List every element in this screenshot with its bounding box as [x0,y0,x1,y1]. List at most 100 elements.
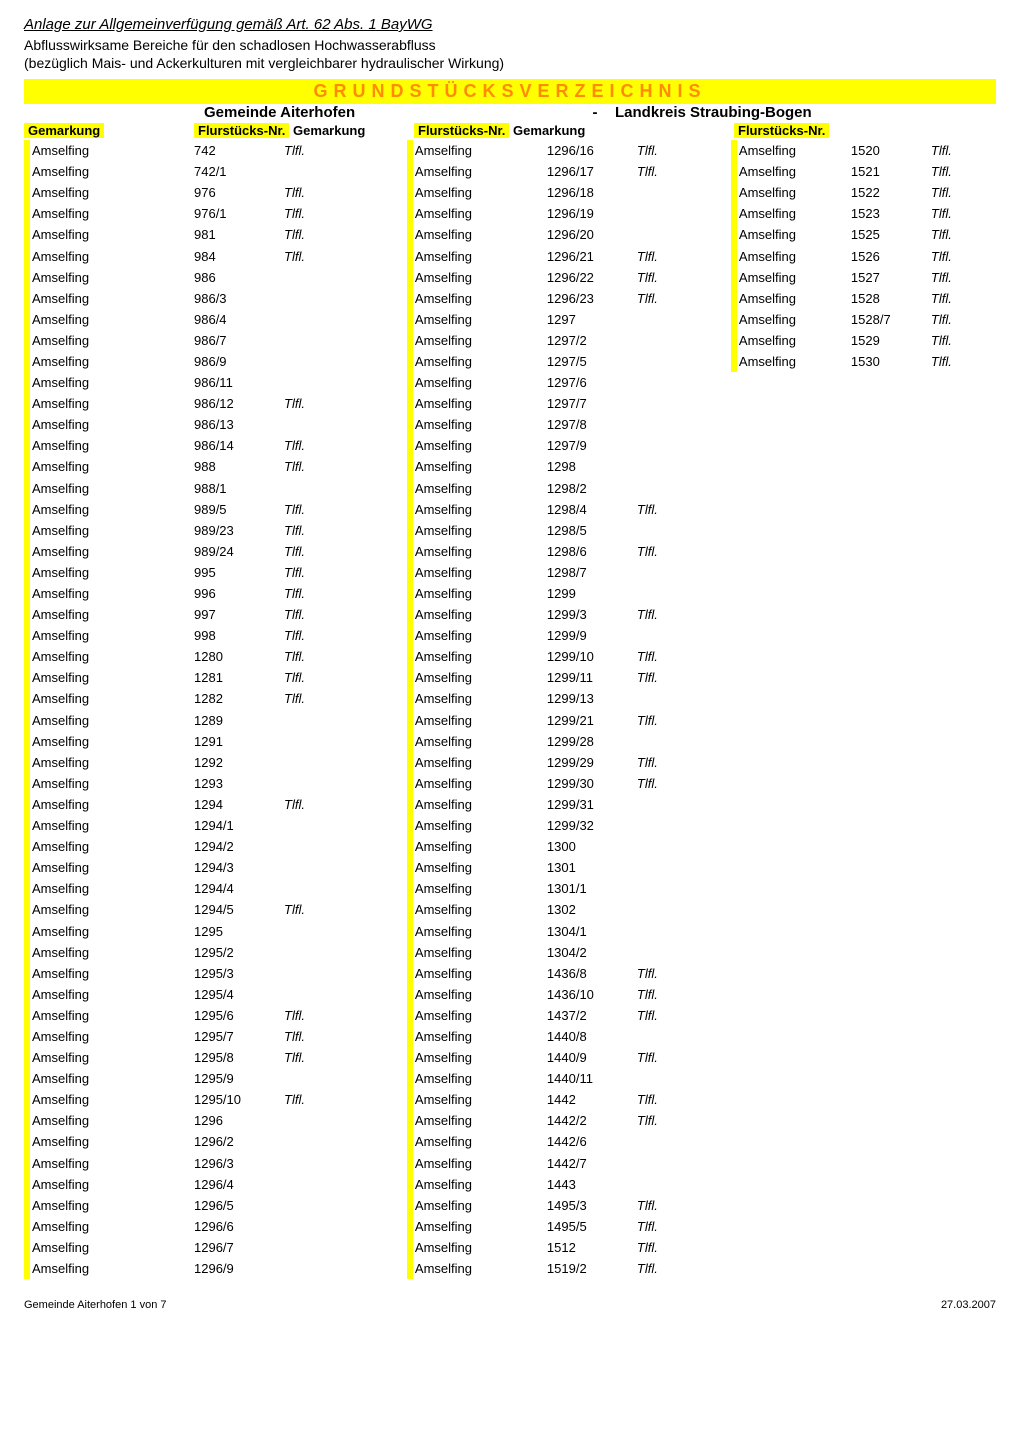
table-row: Amselfing1302 [407,899,731,920]
cell-gemarkung: Amselfing [30,987,194,1002]
cell-gemarkung: Amselfing [413,586,547,601]
cell-gemarkung: Amselfing [30,966,194,981]
cell-gemarkung: Amselfing [413,1156,547,1171]
table-row: Amselfing1442/7 [407,1153,731,1174]
cell-tlfl: Tlfl. [284,1092,344,1107]
cell-gemarkung: Amselfing [413,1050,547,1065]
table-row: Amselfing1296/6 [24,1216,407,1237]
table-row: Amselfing986/3 [24,288,407,309]
table-row: Amselfing1296/17Tlfl. [407,161,731,182]
cell-gemarkung: Amselfing [413,734,547,749]
cell-gemarkung: Amselfing [737,291,851,306]
table-row: Amselfing1301/1 [407,878,731,899]
cell-gemarkung: Amselfing [30,291,194,306]
cell-gemarkung: Amselfing [30,375,194,390]
table-row: Amselfing1299/11Tlfl. [407,667,731,688]
cell-gemarkung: Amselfing [30,1177,194,1192]
table-row: Amselfing1299/32 [407,815,731,836]
cell-gemarkung: Amselfing [413,649,547,664]
cell-flurnr: 1291 [194,734,284,749]
table-row: Amselfing1522Tlfl. [731,182,996,203]
cell-gemarkung: Amselfing [413,375,547,390]
cell-flurnr: 1295/8 [194,1050,284,1065]
cell-gemarkung: Amselfing [30,691,194,706]
cell-flurnr: 1299/29 [547,755,637,770]
cell-gemarkung: Amselfing [413,860,547,875]
table-row: Amselfing1295/4 [24,984,407,1005]
cell-gemarkung: Amselfing [413,206,547,221]
cell-gemarkung: Amselfing [413,924,547,939]
cell-gemarkung: Amselfing [413,902,547,917]
cell-flurnr: 1443 [547,1177,637,1192]
table-row: Amselfing1521Tlfl. [731,161,996,182]
cell-gemarkung: Amselfing [30,1198,194,1213]
table-row: Amselfing1495/5Tlfl. [407,1216,731,1237]
table-row: Amselfing1298/4Tlfl. [407,499,731,520]
footer: Gemeinde Aiterhofen 1 von 7 27.03.2007 [24,1299,996,1311]
cell-tlfl: Tlfl. [284,502,344,517]
cell-flurnr: 1436/10 [547,987,637,1002]
table-row: Amselfing1296/22Tlfl. [407,267,731,288]
table-row: Amselfing1280Tlfl. [24,646,407,667]
table-row: Amselfing1519/2Tlfl. [407,1258,731,1279]
col-flurnr-1: Flurstücks-Nr. [194,123,289,138]
table-row: Amselfing1296/23Tlfl. [407,288,731,309]
cell-gemarkung: Amselfing [30,881,194,896]
dash: - [585,104,605,121]
table-row: Amselfing1295/8Tlfl. [24,1047,407,1068]
cell-flurnr: 986/7 [194,333,284,348]
cell-flurnr: 989/5 [194,502,284,517]
cell-flurnr: 1298/5 [547,523,637,538]
col-gemarkung-1b: Gemarkung [293,123,365,138]
cell-flurnr: 1512 [547,1240,637,1255]
cell-gemarkung: Amselfing [413,966,547,981]
table-row: Amselfing996Tlfl. [24,583,407,604]
cell-gemarkung: Amselfing [30,924,194,939]
table-row: Amselfing1523Tlfl. [731,203,996,224]
cell-gemarkung: Amselfing [413,1113,547,1128]
table-row: Amselfing1520Tlfl. [731,140,996,161]
cell-flurnr: 1299/10 [547,649,637,664]
table-row: Amselfing1296/20 [407,224,731,245]
cell-tlfl: Tlfl. [284,628,344,643]
cell-flurnr: 1299 [547,586,637,601]
cell-flurnr: 1294/2 [194,839,284,854]
cell-flurnr: 986/3 [194,291,284,306]
cell-gemarkung: Amselfing [30,312,194,327]
table-row: Amselfing742/1 [24,161,407,182]
cell-flurnr: 1526 [851,249,931,264]
cell-flurnr: 1296/5 [194,1198,284,1213]
cell-flurnr: 1293 [194,776,284,791]
cell-flurnr: 1296/22 [547,270,637,285]
table-row: Amselfing981Tlfl. [24,224,407,245]
cell-tlfl: Tlfl. [284,797,344,812]
table-row: Amselfing1296/9 [24,1258,407,1279]
cell-gemarkung: Amselfing [30,459,194,474]
cell-flurnr: 1296/7 [194,1240,284,1255]
cell-flurnr: 1294/4 [194,881,284,896]
cell-flurnr: 1521 [851,164,931,179]
cell-flurnr: 1296/16 [547,143,637,158]
table-row: Amselfing989/5Tlfl. [24,499,407,520]
cell-gemarkung: Amselfing [413,438,547,453]
cell-gemarkung: Amselfing [737,312,851,327]
landkreis-label: Landkreis Straubing-Bogen [605,104,996,121]
cell-flurnr: 1299/30 [547,776,637,791]
cell-flurnr: 1525 [851,227,931,242]
cell-gemarkung: Amselfing [30,1071,194,1086]
table-row: Amselfing1294Tlfl. [24,794,407,815]
cell-gemarkung: Amselfing [30,227,194,242]
cell-flurnr: 1495/5 [547,1219,637,1234]
cell-flurnr: 1294/5 [194,902,284,917]
cell-tlfl: Tlfl. [637,544,687,559]
cell-gemarkung: Amselfing [413,755,547,770]
cell-gemarkung: Amselfing [413,987,547,1002]
cell-flurnr: 1530 [851,354,931,369]
cell-flurnr: 1296/19 [547,206,637,221]
cell-tlfl: Tlfl. [637,1219,687,1234]
cell-flurnr: 984 [194,249,284,264]
cell-gemarkung: Amselfing [30,1008,194,1023]
cell-gemarkung: Amselfing [30,438,194,453]
cell-flurnr: 1528/7 [851,312,931,327]
cell-flurnr: 981 [194,227,284,242]
